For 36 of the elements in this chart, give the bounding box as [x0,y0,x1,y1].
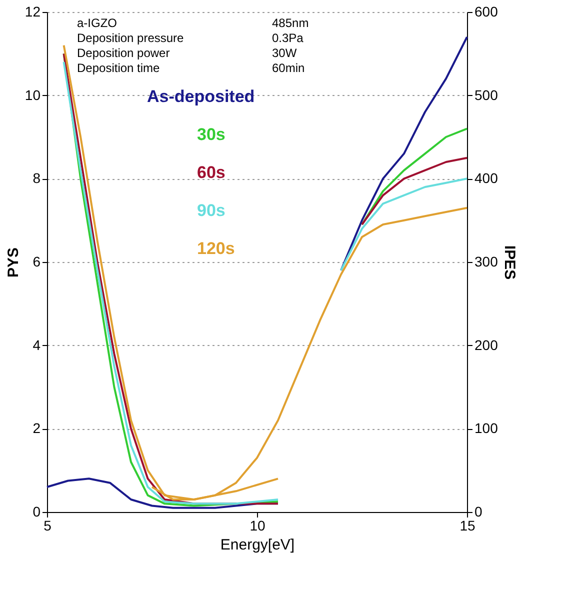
text: 30s [197,125,226,144]
y2-tick-label: 600 [474,4,498,20]
annotation: a-IGZO [77,16,118,30]
y2-tick-label: 500 [474,86,498,103]
y2-tick-label: 300 [474,254,498,270]
y-tick-label: 12 [24,4,41,20]
y-axis-title: PYS [4,247,22,278]
y-tick-label: 4 [32,336,41,353]
y2-tick-label: 100 [474,420,498,436]
x-tick-label: 15 [460,518,476,534]
text: As-deposited [147,87,255,106]
y2-tick-label: 200 [474,336,498,353]
x-tick-label: 10 [250,518,266,534]
line-series [361,156,468,226]
y-tick-label: 0 [32,504,41,520]
x-tick-label: 5 [44,518,52,534]
line-series [361,128,468,226]
text: 120s [197,239,235,258]
text: 60s [197,163,226,182]
text: 90s [197,201,226,220]
y-tick-label: 2 [32,420,41,436]
annotation: 60min [272,61,305,75]
y2-tick-label: 0 [474,504,482,520]
annotation: 30W [272,46,298,60]
y-tick-label: 10 [24,86,41,103]
y-tick-label: 8 [32,170,41,186]
line-series [340,178,468,272]
x-axis-title: Energy[eV] [220,536,295,554]
annotation: Deposition time [77,61,160,75]
y2-axis-title: IPES [500,245,518,280]
annotation: Deposition power [77,46,170,60]
y2-tick-label: 400 [474,170,498,186]
y-tick-label: 6 [32,254,41,270]
annotation: 0.3Pa [272,31,304,45]
annotation: 485nm [272,16,309,30]
annotation: Deposition pressure [77,31,184,45]
